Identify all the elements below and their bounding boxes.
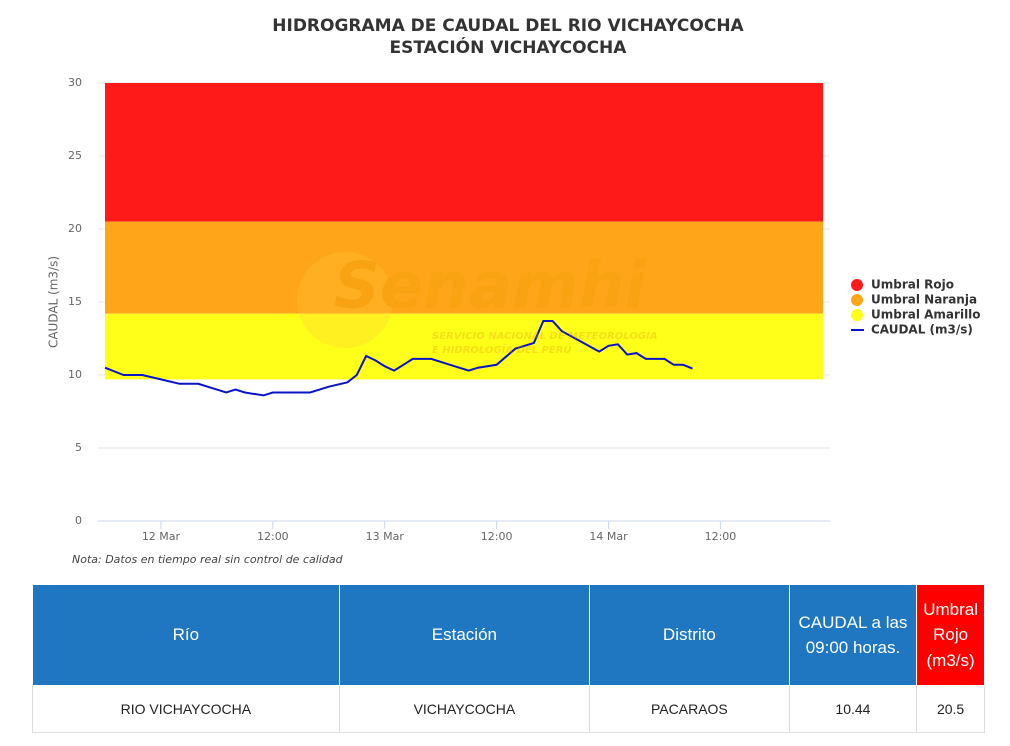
x-tick-label: 13 Mar [366,530,405,543]
data-table: Río Estación Distrito CAUDAL a las 09:00… [32,584,985,733]
table-header: Estación [338,584,591,686]
x-tick-label: 12:00 [705,530,737,543]
legend-swatch [851,279,863,291]
x-tick-label: 14 Mar [589,530,628,543]
table-header: CAUDAL a las 09:00 horas. [788,584,918,686]
table-cell: VICHAYCOCHA [338,685,591,733]
x-tick-label: 12 Mar [142,530,181,543]
table-header: Distrito [589,584,790,686]
legend-swatch [851,294,863,306]
flow-line [104,320,693,397]
watermark-name: Senamhi [334,250,648,324]
y-tick-label: 0 [75,514,82,527]
note: Nota: Datos en tiempo real sin control d… [72,553,344,566]
chart-title: HIDROGRAMA DE CAUDAL DEL RIO VICHAYCOCHA [272,16,744,36]
table-cell: 10.44 [788,685,918,733]
table-cell: PACARAOS [589,685,790,733]
legend-label: Umbral Amarillo [871,308,981,322]
legend-label: Umbral Naranja [871,293,977,307]
legend-label: Umbral Rojo [871,278,954,292]
y-tick-label: 5 [75,441,82,454]
table-header: Umbral Rojo (m3/s) [916,584,985,686]
table-cell: RIO VICHAYCOCHA [32,685,340,733]
chart: HIDROGRAMA DE CAUDAL DEL RIO VICHAYCOCHA… [47,16,981,566]
y-tick-label: 15 [68,295,82,308]
y-tick-label: 25 [68,149,82,162]
x-tick-label: 12:00 [257,530,289,543]
x-tick-label: 12:00 [481,530,513,543]
y-axis-label: CAUDAL (m3/s) [47,256,61,348]
threshold-band [104,83,824,222]
table-cell: 20.5 [916,685,985,733]
legend-label: CAUDAL (m3/s) [871,323,973,337]
watermark-line: E HIDROLOGÍA DEL PERÚ [432,343,572,356]
chart-title: ESTACIÓN VICHAYCOCHA [390,36,628,58]
plot-area: 0 5 10 15 20 25 30 12 Mar 12:00 13 Mar 12:00 14 Mar… [68,76,830,543]
y-tick-label: 20 [68,222,82,235]
threshold-band [104,221,824,314]
watermark-line: SERVICIO NACIONAL DE METEOROLOGÍA [432,329,658,342]
y-tick-label: 10 [68,368,82,381]
y-tick-label: 30 [68,76,82,89]
watermark: Senamhi SERVICIO NACIONAL DE METEOROLOGÍ… [297,250,658,356]
watermark-sun [297,252,393,348]
table-header: Río [32,584,340,686]
legend-swatch [851,309,863,321]
